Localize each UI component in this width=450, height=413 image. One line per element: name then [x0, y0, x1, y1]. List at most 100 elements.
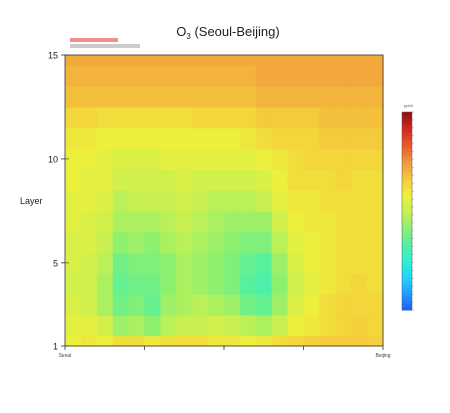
heatmap-cell [224, 294, 241, 316]
colorbar-segment [402, 138, 412, 143]
heatmap-cell [176, 335, 193, 347]
heatmap-cell [112, 273, 130, 295]
heatmap-cell [128, 55, 146, 66]
heatmap-cell [176, 231, 193, 254]
heatmap-cell [112, 231, 130, 254]
colorbar-segment [402, 178, 412, 182]
heatmap-cell [176, 148, 193, 170]
colorbar-segment [402, 230, 412, 235]
colorbar-segment [402, 118, 412, 123]
heatmap-cell [128, 169, 146, 191]
heatmap-cell [287, 65, 305, 87]
heatmap-cell [96, 252, 114, 274]
colorbar-segment [402, 253, 412, 258]
heatmap-cell [303, 190, 320, 212]
heatmap-cell [303, 273, 320, 295]
heatmap-cell [160, 294, 177, 316]
heatmap-cell [128, 65, 146, 87]
heatmap-cell [271, 190, 289, 212]
heatmap-cell [65, 86, 82, 108]
heatmap-cell [80, 86, 98, 108]
heatmap-cell [160, 210, 177, 233]
colorbar-segment [402, 240, 412, 245]
heatmap-cell [65, 273, 82, 295]
heatmap-cell [287, 294, 305, 316]
heatmap-cell [65, 106, 82, 129]
heatmap-cell [112, 169, 130, 191]
heatmap-cell [128, 148, 146, 170]
heatmap-cell [224, 231, 241, 254]
colorbar-segment [402, 244, 412, 248]
colorbar-segment [402, 161, 412, 166]
heatmap-cell [80, 148, 98, 170]
heatmap-cell [319, 55, 336, 66]
heatmap-cell [80, 210, 98, 233]
heatmap-cell [287, 252, 305, 274]
heatmap-cell [303, 65, 320, 87]
heatmap-cell [319, 190, 336, 212]
heatmap-cell [367, 169, 384, 191]
annotation-line-1 [70, 38, 118, 42]
heatmap-cell [144, 106, 161, 129]
heatmap-cell [335, 252, 352, 274]
heatmap-cell [192, 106, 209, 129]
heatmap-cell [287, 169, 305, 191]
heatmap-cell [224, 273, 241, 295]
colorbar-segment [402, 217, 412, 222]
heatmap-cell [319, 273, 336, 295]
heatmap-cell [208, 273, 225, 295]
heatmap-cell [128, 210, 146, 233]
heatmap-cell [271, 252, 289, 274]
heatmap-cell [224, 252, 241, 274]
heatmap-cell [239, 169, 257, 191]
heatmap-cell [287, 231, 305, 254]
heatmap-cell [239, 294, 257, 316]
colorbar-segment [402, 112, 412, 116]
heatmap-cell [65, 335, 82, 347]
colorbar-segment [402, 280, 412, 285]
heatmap-cell [80, 55, 98, 66]
colorbar-segment [402, 151, 412, 156]
colorbar-segment [402, 135, 412, 139]
colorbar-segment [402, 277, 412, 281]
heatmap-cell [96, 190, 114, 212]
heatmap-cell [255, 190, 273, 212]
heatmap-cell [351, 314, 368, 337]
heatmap-cell [96, 294, 114, 316]
heatmap-cell [96, 148, 114, 170]
heatmap-cell [255, 169, 273, 191]
heatmap-cell [255, 294, 273, 316]
heatmap-cell [208, 55, 225, 66]
heatmap-cell [208, 106, 225, 129]
heatmap-cell [271, 314, 289, 337]
y-tick-label: 1 [53, 342, 58, 352]
heatmap-cell [303, 231, 320, 254]
heatmap-cell [255, 335, 273, 347]
heatmap-cell [303, 106, 320, 129]
heatmap-cell [287, 148, 305, 170]
heatmap-cell [367, 55, 384, 66]
heatmap-cell [319, 294, 336, 316]
heatmap-cell [192, 65, 209, 87]
heatmap-cell [239, 231, 257, 254]
colorbar-frame [401, 111, 413, 311]
heatmap-cell [239, 210, 257, 233]
heatmap-cell [287, 190, 305, 212]
heatmap-cell [255, 252, 273, 274]
heatmap-cell [367, 106, 384, 129]
colorbar-segment [402, 187, 412, 192]
heatmap-cell [160, 190, 177, 212]
heatmap-cell [65, 55, 82, 66]
heatmap-cell [208, 148, 225, 170]
heatmap-cell [128, 86, 146, 108]
heatmap-cell [128, 190, 146, 212]
heatmap-cell [351, 210, 368, 233]
heatmap-cell [112, 148, 130, 170]
heatmap-cell [319, 86, 336, 108]
heatmap-cell [176, 106, 193, 129]
heatmap-cell [208, 190, 225, 212]
heatmap-cell [96, 314, 114, 337]
heatmap-cell [239, 55, 257, 66]
heatmap-cell [80, 231, 98, 254]
heatmap-cell [239, 273, 257, 295]
